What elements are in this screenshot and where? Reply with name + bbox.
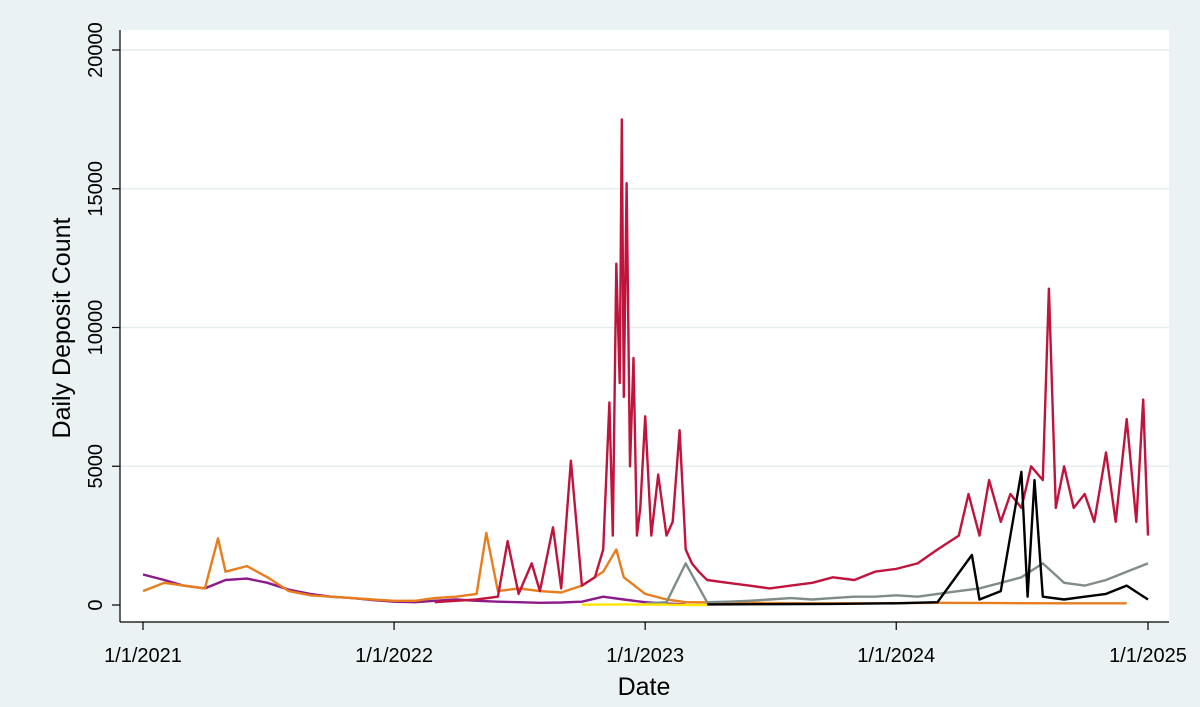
series-line <box>142 573 686 606</box>
series-line <box>645 562 1149 605</box>
x-axis-ticks: 1/1/2021 1/1/2022 1/1/2023 1/1/2024 1/1/2025 <box>104 622 1187 667</box>
series-lines <box>142 118 1150 607</box>
y-tick-label: 0 <box>85 599 107 610</box>
y-axis-title: Daily Deposit Count <box>48 217 76 438</box>
x-tick-label: 1/1/2023 <box>606 645 684 667</box>
plot-area <box>120 30 1169 622</box>
y-axis-ticks: 0 5000 10000 15000 20000 <box>85 22 120 611</box>
x-axis-title: Date <box>618 673 671 701</box>
y-tick-label: 20000 <box>85 22 107 78</box>
y-tick-label: 15000 <box>85 161 107 217</box>
y-tick-label: 10000 <box>85 300 107 356</box>
series-line <box>142 531 1127 605</box>
gridlines <box>120 49 1169 467</box>
x-tick-label: 1/1/2025 <box>1109 645 1187 667</box>
series-line <box>434 118 1150 604</box>
y-tick-label: 5000 <box>85 444 107 489</box>
series-line <box>581 603 708 607</box>
x-tick-label: 1/1/2024 <box>857 645 935 667</box>
series-line <box>707 470 1149 606</box>
x-tick-label: 1/1/2022 <box>355 645 433 667</box>
x-tick-label: 1/1/2021 <box>104 645 182 667</box>
